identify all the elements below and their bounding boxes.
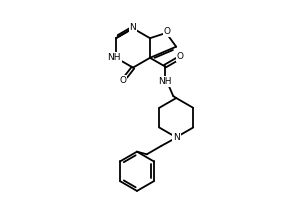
Text: O: O (119, 76, 127, 85)
Text: O: O (164, 27, 171, 36)
Text: O: O (177, 52, 184, 61)
Text: NH: NH (158, 77, 172, 86)
Text: N: N (130, 23, 136, 32)
Text: NH: NH (107, 53, 121, 62)
Text: N: N (173, 133, 180, 142)
